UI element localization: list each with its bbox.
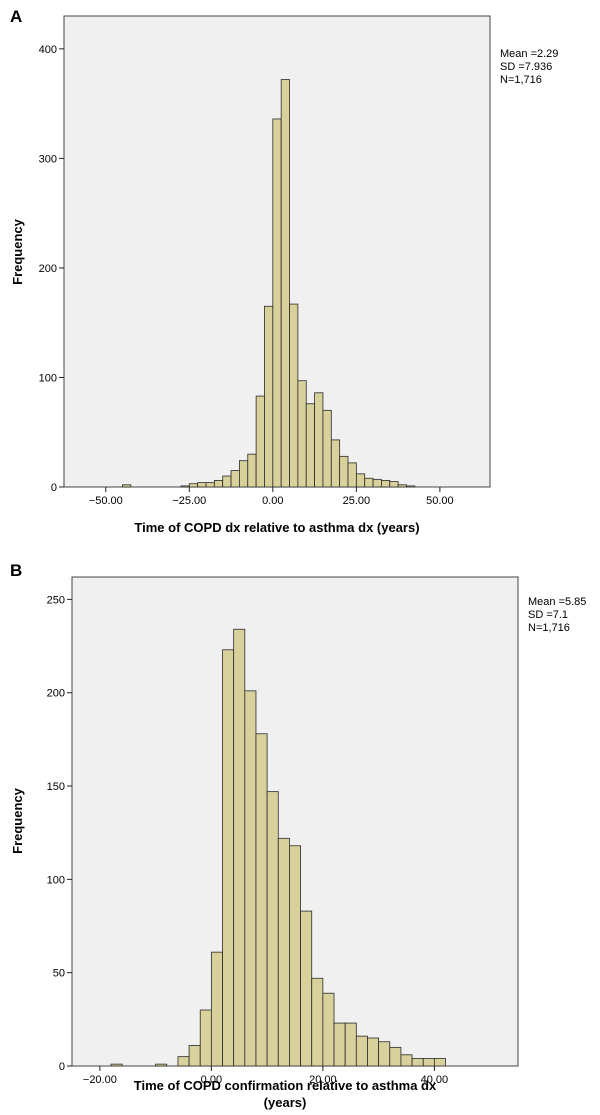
histogram-bar-a bbox=[406, 485, 416, 488]
stat-mean-a: Mean =2.29 bbox=[500, 48, 558, 60]
x-tick-label-a: −50.00 bbox=[89, 495, 123, 507]
histogram-bar-b bbox=[222, 649, 235, 1067]
y-tick-label-b: 50 bbox=[53, 968, 65, 980]
histogram-bar-a bbox=[264, 305, 274, 488]
x-axis-title-a: Time of COPD dx relative to asthma dx (y… bbox=[134, 520, 419, 535]
histogram-bar-a bbox=[322, 409, 332, 488]
x-axis-title-b: Time of COPD confirmation relative to as… bbox=[134, 1078, 437, 1093]
histogram-bar-a bbox=[364, 477, 374, 488]
histogram-bar-b bbox=[344, 1022, 357, 1067]
histogram-bar-a bbox=[247, 453, 257, 488]
y-tick-label-b: 100 bbox=[47, 874, 65, 886]
histogram-bar-b bbox=[155, 1063, 168, 1067]
histogram-bar-b bbox=[199, 1009, 212, 1067]
y-axis-title-a: Frequency bbox=[10, 218, 25, 285]
histogram-bar-a bbox=[280, 79, 290, 488]
y-tick-label-b: 0 bbox=[59, 1061, 65, 1073]
x-tick-label-b: −20.00 bbox=[83, 1074, 117, 1086]
x-axis-a: −50.00 −25.00 0.00 25.00 50.00 bbox=[89, 487, 454, 507]
y-tick-label-b: 200 bbox=[47, 688, 65, 700]
y-tick-label-a: 200 bbox=[39, 263, 57, 275]
y-axis-b: 0 50 100 150 200 250 bbox=[47, 594, 72, 1073]
y-axis-title-b: Frequency bbox=[10, 787, 25, 854]
stat-n-b: N=1,716 bbox=[528, 622, 570, 634]
histogram-bar-b bbox=[389, 1046, 402, 1067]
stat-mean-b: Mean =5.85 bbox=[528, 596, 586, 608]
histogram-bar-b bbox=[210, 951, 223, 1067]
histogram-bar-b bbox=[367, 1037, 380, 1067]
y-tick-label-a: 0 bbox=[51, 482, 57, 494]
bars-b bbox=[110, 628, 446, 1067]
histogram-bar-a bbox=[197, 482, 207, 488]
histogram-bar-a bbox=[122, 484, 132, 488]
y-axis-a: 0 100 200 300 400 bbox=[39, 44, 64, 494]
histogram-bar-b bbox=[110, 1063, 123, 1067]
histogram-bar-a bbox=[255, 395, 265, 488]
y-tick-label-a: 300 bbox=[39, 153, 57, 165]
histogram-bar-a bbox=[222, 475, 232, 488]
histogram-bar-a bbox=[372, 478, 382, 488]
histogram-bar-a bbox=[355, 473, 366, 488]
histogram-bar-a bbox=[213, 480, 224, 488]
histogram-bar-a bbox=[339, 455, 349, 488]
histogram-bar-b bbox=[422, 1058, 435, 1067]
histogram-bar-a bbox=[305, 403, 315, 488]
histogram-bar-b bbox=[233, 628, 246, 1067]
histogram-bar-b bbox=[255, 733, 268, 1067]
histogram-bar-b bbox=[300, 910, 313, 1067]
stat-n-a: N=1,716 bbox=[500, 74, 542, 86]
x-tick-label-b: 0.00 bbox=[201, 1074, 222, 1086]
x-axis-b: −20.00 0.00 20.00 40.00 bbox=[83, 1066, 448, 1086]
histogram-bar-a bbox=[230, 470, 240, 488]
panel-letter-a: A bbox=[10, 7, 22, 26]
histogram-bar-b bbox=[311, 977, 324, 1067]
histogram-bar-b bbox=[244, 690, 257, 1067]
panel-a: A 0 100 200 300 400 −50.00 −25.00 0.00 25.00 50.… bbox=[10, 7, 558, 535]
histogram-bar-a bbox=[314, 392, 324, 488]
histogram-bar-b bbox=[411, 1058, 424, 1067]
histogram-bar-b bbox=[277, 837, 290, 1067]
histogram-bar-a bbox=[272, 118, 282, 488]
stat-sd-a: SD =7.936 bbox=[500, 61, 552, 73]
stat-sd-b: SD =7.1 bbox=[528, 609, 568, 621]
histogram-bar-a bbox=[347, 462, 357, 488]
x-tick-label-a: −25.00 bbox=[172, 495, 206, 507]
histogram-bar-a bbox=[297, 380, 307, 488]
histogram-bar-b bbox=[355, 1035, 368, 1067]
x-tick-label-b: 20.00 bbox=[309, 1074, 337, 1086]
histogram-bar-a bbox=[239, 460, 249, 488]
panel-b: B 0 50 100 150 200 250 −20.00 0.00 20.00 40.00 F… bbox=[10, 561, 586, 1110]
histogram-bar-a bbox=[180, 485, 190, 488]
histogram-bar-a bbox=[205, 482, 215, 488]
histogram-bar-b bbox=[400, 1054, 413, 1067]
histogram-bar-b bbox=[333, 1022, 346, 1067]
x-tick-label-b: 40.00 bbox=[421, 1074, 449, 1086]
y-tick-label-a: 400 bbox=[39, 44, 57, 56]
histogram-bar-b bbox=[188, 1045, 201, 1067]
y-tick-label-b: 150 bbox=[47, 781, 65, 793]
histogram-bar-a bbox=[289, 303, 299, 488]
histogram-bar-b bbox=[266, 791, 279, 1067]
histogram-bar-a bbox=[397, 484, 407, 488]
y-tick-label-a: 100 bbox=[39, 372, 57, 384]
x-axis-title-b-line2: (years) bbox=[264, 1095, 307, 1110]
histogram-bar-a bbox=[381, 480, 391, 488]
histogram-bar-b bbox=[433, 1058, 446, 1067]
histogram-bar-b bbox=[177, 1056, 190, 1067]
histogram-bar-b bbox=[322, 992, 335, 1067]
histogram-bar-a bbox=[330, 439, 341, 488]
bars-a bbox=[122, 79, 416, 488]
x-tick-label-a: 50.00 bbox=[426, 495, 454, 507]
y-tick-label-b: 250 bbox=[47, 594, 65, 606]
x-tick-label-a: 0.00 bbox=[262, 495, 283, 507]
histogram-bar-a bbox=[188, 483, 199, 488]
x-tick-label-a: 25.00 bbox=[343, 495, 371, 507]
histogram-bar-b bbox=[289, 845, 301, 1067]
panel-letter-b: B bbox=[10, 561, 22, 580]
histogram-bar-a bbox=[389, 481, 399, 488]
histogram-bar-b bbox=[378, 1041, 391, 1067]
